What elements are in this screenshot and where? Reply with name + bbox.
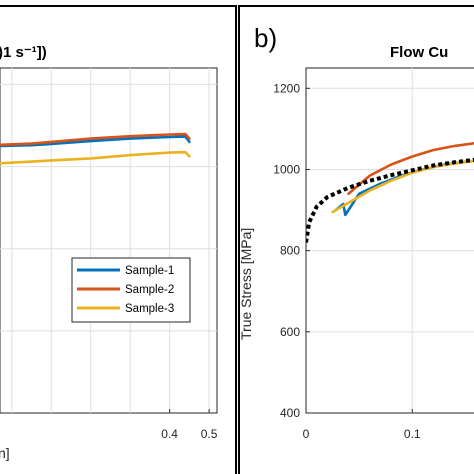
panel-b-label: b) [254, 23, 277, 53]
panel-b-ticks: 0 0.1 400 600 800 1000 1200 [273, 81, 421, 441]
panel-b-x-tick-label: 0 [303, 427, 310, 441]
legend-label-sample-3: Sample-3 [125, 303, 174, 315]
panel-a-ticks: 0.4 0.5 [161, 409, 218, 441]
panel-b-grid [306, 68, 474, 413]
panel-b-series-dotted-black [306, 157, 474, 243]
panel-b-x-tick-label: 0.1 [404, 427, 421, 441]
panel-b-y-tick-label: 1200 [273, 81, 300, 95]
panel-a: 0.4 0.5 )1 s⁻¹]) n] Sample-1 Sample-2 Sam… [0, 44, 218, 461]
panel-a-series-sample-3 [0, 150, 191, 165]
panel-a-series-sample-1 [0, 135, 191, 148]
panel-a-title: )1 s⁻¹]) [0, 44, 47, 61]
panel-a-x-tick-label: 0.5 [201, 427, 218, 441]
panel-a-legend: Sample-1 Sample-2 Sample-3 [71, 257, 191, 323]
panel-a-series-sample-2 [0, 132, 191, 147]
panel-a-series [0, 132, 191, 165]
panel-b-y-tick-label: 1000 [273, 162, 300, 176]
panel-b-frame [238, 5, 474, 474]
legend-label-sample-1: Sample-1 [125, 265, 174, 277]
panel-b-y-tick-label: 400 [280, 406, 300, 420]
panel-b-title: Flow Cu [390, 44, 448, 61]
panel-a-plot-area [0, 67, 218, 414]
panel-b-series-line-2 [347, 142, 474, 196]
panel-b-ylabel: True Stress [MPa] [238, 228, 254, 340]
panel-b-series [306, 142, 474, 243]
panel-b-y-tick-label: 600 [280, 325, 300, 339]
panel-a-grid [0, 68, 217, 413]
panel-b-y-tick-label: 800 [280, 244, 300, 258]
legend-label-sample-2: Sample-2 [125, 284, 174, 296]
panel-b: b) Flow Cu 0 0.1 400 600 800 1000 1200 True St… [238, 23, 474, 441]
panel-a-xlabel: n] [0, 445, 10, 461]
panel-a-frame [0, 5, 237, 474]
panel-b-plot-area [305, 67, 474, 414]
panel-b-series-line-3 [331, 159, 474, 214]
panel-a-x-tick-label: 0.4 [161, 427, 178, 441]
